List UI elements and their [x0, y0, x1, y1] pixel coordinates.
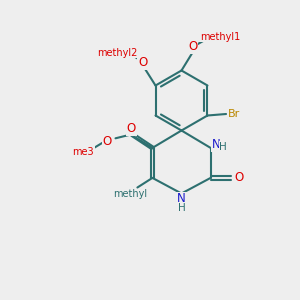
Text: O: O: [138, 56, 147, 69]
Text: methyl: methyl: [113, 189, 147, 199]
Text: me3: me3: [73, 147, 94, 157]
Text: H: H: [219, 142, 227, 152]
Text: N: N: [177, 192, 186, 206]
Text: methyl2: methyl2: [97, 47, 137, 58]
Text: H: H: [178, 203, 185, 213]
Text: methyl1: methyl1: [200, 32, 240, 42]
Text: O: O: [127, 122, 136, 135]
Text: O: O: [234, 171, 243, 184]
Text: Br: Br: [228, 109, 240, 119]
Text: O: O: [103, 135, 112, 148]
Text: N: N: [212, 138, 220, 151]
Text: O: O: [188, 40, 197, 53]
